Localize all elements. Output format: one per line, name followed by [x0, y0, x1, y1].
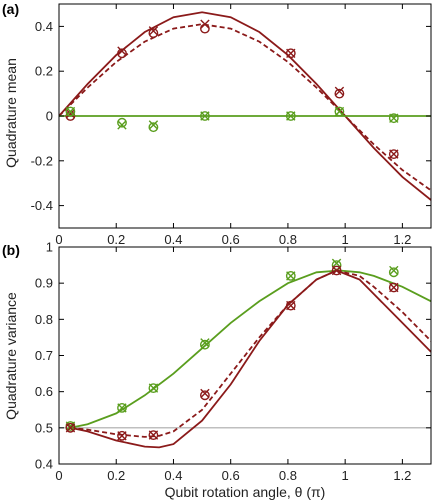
panel-a-model-line-2 — [59, 23, 431, 192]
panel-b-circle-marker — [199, 339, 210, 350]
panel-b-circle-marker — [331, 265, 342, 276]
panel-a-y-axis-title: Quadrature mean — [3, 58, 19, 168]
panel-a-circle-marker — [199, 111, 210, 121]
panel-b-y-tick-label: 0.8 — [35, 312, 53, 327]
panel-a-y-tick-label: 0.2 — [35, 64, 53, 79]
panel-a-y-tick-label: 0.4 — [35, 19, 53, 34]
panel-a-circle-marker — [388, 149, 399, 160]
panel-b-cross-marker — [389, 265, 399, 276]
panel-a-cross-marker — [117, 46, 127, 56]
panel-a-model-line-1 — [59, 11, 431, 201]
panel-a-x-tick-label: 0 — [55, 232, 62, 247]
panel-a-circle-marker — [285, 111, 296, 121]
panel-b-circle-marker — [388, 267, 399, 278]
panel-b-y-tick-label: 0.7 — [35, 348, 53, 363]
panel-a-cross-marker — [117, 120, 127, 130]
panel-b-x-tick-label: 0.2 — [107, 468, 125, 483]
panel-a-circle-marker — [148, 122, 159, 133]
panel-b-x-tick-label: 1 — [342, 468, 349, 483]
panel-b-model-lines — [59, 269, 431, 449]
panel-a-label: (a) — [2, 1, 19, 17]
panel-a-x-tick-label: 1.2 — [393, 232, 411, 247]
panel-b-cross-marker — [331, 258, 342, 268]
panel-a-y-tick-label: 0 — [46, 109, 53, 124]
panel-a-x-tick-label: 0.8 — [279, 232, 297, 247]
panel-b-y-tick-label: 0.4 — [35, 457, 53, 472]
panel-b-cross-marker — [200, 338, 210, 348]
panel-b-circle-marker — [117, 402, 127, 413]
panel-b-circle-marker — [199, 390, 210, 401]
panel-a-circle-marker — [148, 28, 159, 38]
panel-b-cross-marker — [200, 388, 210, 399]
panel-b-y-tick-label: 0.6 — [35, 384, 53, 399]
panel-a-circle-marker — [334, 106, 345, 117]
panel-a-x-tick-label: 1 — [342, 232, 349, 247]
panel-a-y-tick-label: -0.4 — [31, 198, 53, 213]
panel-a-circle-marker — [65, 106, 76, 117]
panel-b-model-line-3 — [70, 269, 431, 449]
panel-b-circle-marker — [331, 260, 342, 270]
panel-a-cross-marker — [148, 120, 159, 130]
panel-a-circle-marker — [117, 117, 127, 128]
panel-b-y-tick-label: 0.9 — [35, 276, 53, 291]
panel-a-plot-area: 0 0.2 0.4 0.6 0.8 1 1.2 -0.4 -0.2 0 0.2 0.4 — [31, 3, 432, 247]
panel-b-quadrature-variance: (b) Quadrature variance Qubit rotation a… — [2, 240, 432, 500]
panel-a-circle-marker — [334, 88, 345, 99]
panel-a-circle-marker — [388, 113, 399, 124]
panel-a-cross-marker — [65, 109, 76, 119]
panel-a-x-tick-label: 0.6 — [222, 232, 240, 247]
panel-b-circle-marker — [148, 430, 159, 440]
panel-a-y-tick-label: -0.2 — [31, 153, 53, 168]
panel-b-circle-marker — [65, 422, 76, 433]
panel-b-circle-marker — [388, 282, 399, 293]
panel-b-y-tick-label: 0.5 — [35, 420, 53, 435]
panel-b-x-tick-label: 0.6 — [222, 468, 240, 483]
panel-b-circle-marker — [285, 270, 296, 281]
panel-b-x-tick-label: 0.4 — [164, 468, 182, 483]
panel-a-circle-marker — [199, 23, 210, 34]
panel-a-circle-marker — [117, 48, 127, 59]
panel-a-x-tick-label: 0.4 — [164, 232, 182, 247]
panel-b-data-markers — [65, 258, 399, 441]
panel-a-cross-marker — [148, 26, 159, 36]
panel-a-x-tick-label: 0.2 — [107, 232, 125, 247]
panel-b-label: (b) — [2, 242, 20, 258]
panel-b-y-tick-label: 1 — [46, 240, 53, 255]
panel-b-x-axis-title: Qubit rotation angle, θ (π) — [165, 484, 326, 500]
panel-b-circle-marker — [148, 383, 159, 393]
panel-b-plot-area: 0 0.2 0.4 0.6 0.8 1 1.2 0.4 0.5 0.6 0.7 0.8 0.9 1 — [35, 240, 432, 483]
panel-a-cross-marker — [334, 86, 345, 97]
panel-a-data-markers — [65, 19, 399, 160]
panel-b-y-axis-title: Quadrature variance — [3, 292, 19, 420]
panel-b-circle-marker — [117, 430, 127, 441]
panel-a-quadrature-mean: (a) Quadrature mean 0 0.2 0.4 0.6 0.8 1 1.2 -0.… — [2, 1, 432, 247]
panel-b-x-tick-label: 0.8 — [279, 468, 297, 483]
panel-b-model-line-4 — [70, 269, 431, 438]
panel-b-x-tick-label: 0 — [55, 468, 62, 483]
panel-a-model-lines — [59, 11, 431, 201]
panel-b-x-tick-label: 1.2 — [393, 468, 411, 483]
panel-b-circle-marker — [285, 300, 296, 311]
panel-a-circle-marker — [285, 48, 296, 59]
